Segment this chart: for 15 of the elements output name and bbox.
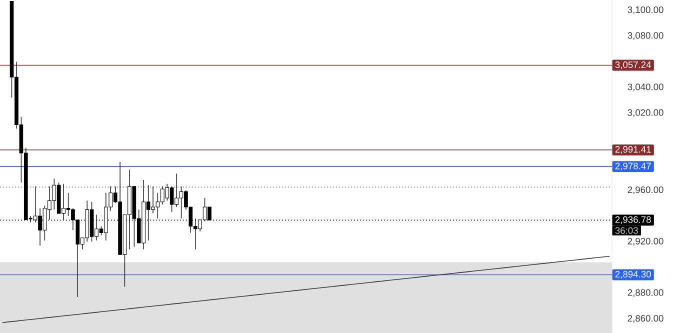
ref-line-label: 2,936.78 [615, 216, 651, 224]
y-tick-label: 2,860.00 [628, 315, 664, 323]
ref-line-label: 2,991.41 [615, 146, 651, 154]
y-tick-label: 3,040.00 [628, 84, 664, 92]
ref-line-label: 3,057.24 [615, 61, 651, 70]
ref-line-label: 2,978.47 [615, 162, 651, 170]
y-tick-label: 3,100.00 [628, 6, 664, 14]
line-series [2, 256, 610, 323]
y-tick-label: 2,880.00 [628, 289, 664, 297]
y-tick-label: 2,960.00 [628, 186, 664, 194]
y-tick-label: 3,080.00 [628, 32, 664, 40]
ref-line-label: 2,894.30 [615, 270, 651, 279]
y-tick-label: 2,920.00 [628, 238, 664, 246]
text: 36:03 [615, 227, 638, 234]
y-tick-label: 3,020.00 [628, 109, 664, 117]
